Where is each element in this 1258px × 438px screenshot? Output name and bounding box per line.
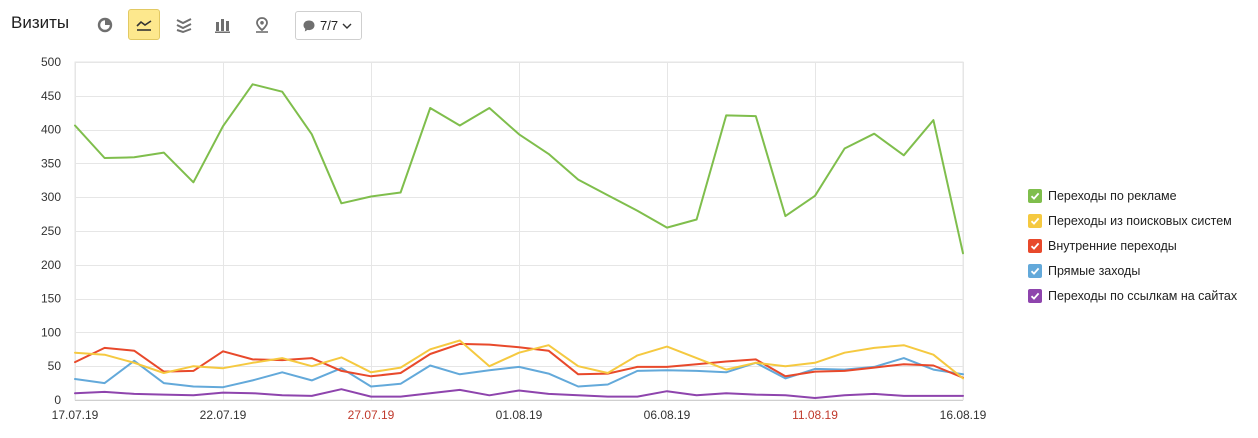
map-icon xyxy=(256,16,268,33)
y-tick-label: 200 xyxy=(41,258,61,272)
y-tick-label: 150 xyxy=(41,292,61,306)
pie-chart-icon xyxy=(97,17,113,32)
series-selector[interactable]: 7/7 xyxy=(295,11,362,40)
legend-item[interactable]: Прямые заходы xyxy=(1028,258,1256,283)
bar-chart-icon xyxy=(215,18,230,33)
checkbox-icon[interactable] xyxy=(1028,263,1042,278)
area-chart-button[interactable] xyxy=(168,9,200,40)
y-axis: 0 50 100 150 200 250 300 350 400 450 500 xyxy=(41,55,61,407)
x-tick-label: 17.07.19 xyxy=(52,408,99,422)
x-tick-label: 27.07.19 xyxy=(348,408,395,422)
y-tick-label: 0 xyxy=(54,393,61,407)
x-tick-label: 22.07.19 xyxy=(200,408,247,422)
line-chart-icon xyxy=(136,19,152,31)
checkbox-icon[interactable] xyxy=(1028,288,1042,303)
series-lines xyxy=(74,83,964,399)
legend-item[interactable]: Переходы по ссылкам на сайтах xyxy=(1028,283,1256,308)
legend-label: Переходы из поисковых систем xyxy=(1048,213,1232,228)
y-tick-label: 100 xyxy=(41,325,61,339)
legend-item[interactable]: Переходы из поисковых систем xyxy=(1028,208,1256,233)
y-tick-label: 500 xyxy=(41,55,61,69)
grid xyxy=(74,61,964,401)
chart-title: Визиты xyxy=(11,13,70,32)
bar-chart-button[interactable] xyxy=(207,9,239,40)
y-tick-label: 300 xyxy=(41,190,61,204)
chart-toolbar: Визиты xyxy=(0,0,400,48)
legend-label: Переходы по ссылкам на сайтах xyxy=(1048,288,1238,303)
map-button[interactable] xyxy=(246,9,278,40)
y-tick-label: 250 xyxy=(41,224,61,238)
x-tick-label: 06.08.19 xyxy=(644,408,691,422)
series-line[interactable] xyxy=(74,388,964,399)
series-line[interactable] xyxy=(74,339,964,380)
y-tick-label: 450 xyxy=(41,89,61,103)
comment-icon xyxy=(303,20,315,31)
series-count: 7/7 xyxy=(320,18,339,33)
legend-label: Переходы по рекламе xyxy=(1048,188,1177,203)
series-line[interactable] xyxy=(74,83,964,255)
checkbox-icon[interactable] xyxy=(1028,213,1042,228)
x-tick-label: 16.08.19 xyxy=(940,408,987,422)
area-chart-icon xyxy=(176,17,192,33)
legend-item[interactable]: Внутренние переходы xyxy=(1028,233,1256,258)
legend-label: Внутренние переходы xyxy=(1048,238,1177,253)
series-line[interactable] xyxy=(74,357,964,389)
legend: Переходы по рекламе Переходы из поисковых… xyxy=(1028,183,1256,308)
y-tick-label: 50 xyxy=(48,359,62,373)
legend-label: Прямые заходы xyxy=(1048,263,1141,278)
y-tick-label: 400 xyxy=(41,123,61,137)
x-axis: 17.07.19 22.07.19 27.07.19 01.08.19 06.08.19… xyxy=(52,400,987,422)
legend-item[interactable]: Переходы по рекламе xyxy=(1028,183,1256,208)
checkbox-icon[interactable] xyxy=(1028,188,1042,203)
pie-chart-button[interactable] xyxy=(89,9,121,40)
series-line[interactable] xyxy=(74,342,964,379)
y-tick-label: 350 xyxy=(41,156,61,170)
line-chart-button[interactable] xyxy=(128,9,160,40)
x-tick-label: 11.08.19 xyxy=(792,408,838,422)
checkbox-icon[interactable] xyxy=(1028,238,1042,253)
x-tick-label: 01.08.19 xyxy=(496,408,543,422)
chevron-down-icon xyxy=(342,23,352,29)
